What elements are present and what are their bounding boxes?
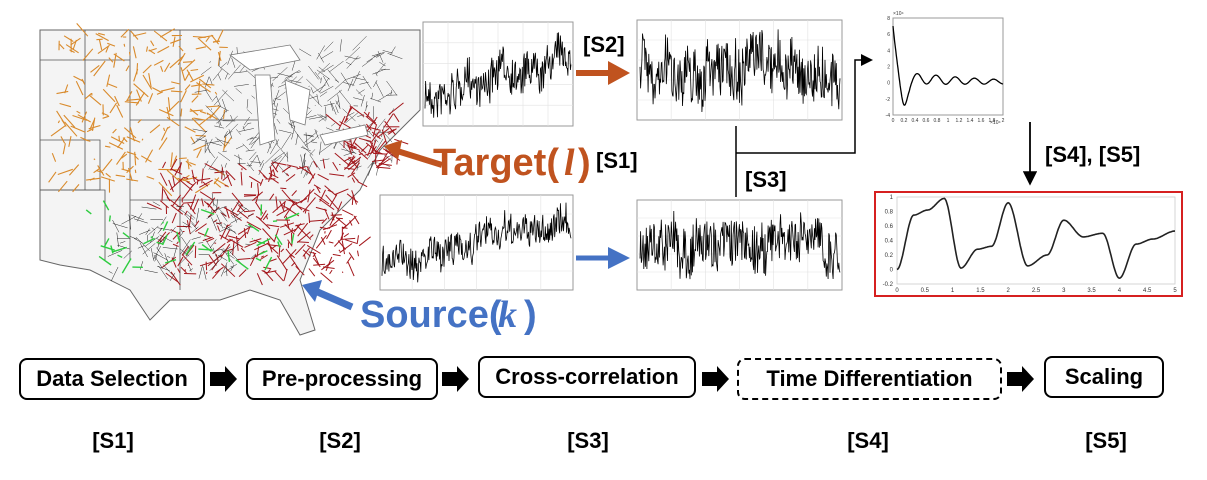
step-tag-s3: [S3] [567, 428, 609, 453]
target-variable: l [564, 142, 575, 184]
scaled-x-tick: 5 [1173, 288, 1177, 294]
preprocessed-source-panel [636, 199, 843, 291]
xcorr-x-tick: 1.2 [956, 118, 963, 124]
source-label: Source( k ) [302, 280, 537, 336]
great-lakes [229, 44, 369, 146]
xcorr-x-exponent: ×10⁴ [990, 120, 1001, 126]
xcorr-y-tick: 6 [887, 32, 890, 38]
xcorr-y-tick: 4 [887, 48, 890, 54]
target-label: Target( l ) [384, 140, 591, 184]
scaled-x-tick: 1.5 [976, 288, 985, 294]
s2-arrow-target [576, 61, 630, 85]
step-tag-s5: [S5] [1085, 428, 1127, 453]
raw-source-signal-panel [379, 194, 574, 291]
target-close: ) [578, 142, 591, 184]
scaled-y-tick: 0.4 [885, 239, 894, 245]
xcorr-x-tick: 2 [1002, 118, 1005, 124]
scaled-x-tick: 1 [951, 288, 955, 294]
source-variable: k [498, 294, 517, 336]
cross-correlation-plot: ×10⁴ ×10⁴ 8 6 4 2 0 -2 -4 0 0.2 0.4 0.6 0.8 1 1.2 1.4… [886, 11, 1005, 126]
scaled-y-tick: -0.2 [883, 282, 894, 288]
scaled-result-plot: 10.80.60.40.20-0.2 0 0.5 1 1.5 2 2.5 3 3.5 4 4.5 5 [874, 191, 1183, 297]
raw-target-signal-panel [422, 21, 574, 127]
scaled-x-tick: 2 [1007, 288, 1011, 294]
step-data-selection: Data Selection [19, 358, 205, 400]
scaled-y-tick: 0.6 [885, 224, 894, 230]
scaled-x-tick: 0 [895, 288, 899, 294]
scaled-y-tick: 0.2 [885, 253, 894, 259]
xcorr-y-tick: 0 [887, 81, 890, 87]
step-cross-correlation: Cross-correlation [478, 356, 696, 398]
s2-arrow-source [576, 247, 630, 269]
step-arrows [210, 366, 1034, 392]
xcorr-x-tick: 0.6 [923, 118, 930, 124]
source-word: Source( [360, 294, 502, 336]
step-tag-s4: [S4] [847, 428, 889, 453]
scaled-x-tick: 4.5 [1143, 288, 1152, 294]
s45-tag: [S4], [S5] [1045, 142, 1140, 167]
scaled-curve [896, 197, 1175, 280]
step-tag-s1: [S1] [92, 428, 134, 453]
xcorr-x-tick: 1.8 [989, 118, 996, 124]
s3-tag: [S3] [745, 167, 787, 192]
scaled-x-tick: 0.5 [921, 288, 930, 294]
scaled-x-tick: 3 [1062, 288, 1066, 294]
scaled-x-tick: 4 [1118, 288, 1122, 294]
xcorr-x-tick: 0.4 [912, 118, 919, 124]
xcorr-x-tick: 1.4 [967, 118, 974, 124]
xcorr-curve [892, 26, 1004, 106]
xcorr-y-exponent: ×10⁴ [893, 11, 904, 17]
raw-target-trace [424, 32, 572, 118]
raw-source-trace [381, 202, 572, 283]
step-pre-processing: Pre-processing [246, 358, 438, 400]
xcorr-y-tick: 2 [887, 65, 890, 71]
scaled-x-tick: 3.5 [1087, 288, 1096, 294]
preprocessed-source-trace [639, 210, 841, 280]
scaled-x-tick: 2.5 [1032, 288, 1041, 294]
step-scaling: Scaling [1044, 356, 1164, 398]
xcorr-x-tick: 0.8 [934, 118, 941, 124]
s1-tag: [S1] [596, 148, 638, 173]
xcorr-x-tick: 1 [947, 118, 950, 124]
step-time-differentiation: Time Differentiation [737, 358, 1002, 400]
xcorr-x-tick: 0.2 [901, 118, 908, 124]
transmission-lines [48, 23, 409, 287]
s3-connector [735, 54, 873, 197]
xcorr-x-tick: 1.6 [978, 118, 985, 124]
s2-tag: [S2] [583, 32, 625, 57]
xcorr-x-ticks: 0 0.2 0.4 0.6 0.8 1 1.2 1.4 1.6 1.8 2 [892, 118, 1005, 124]
xcorr-y-tick: 8 [887, 16, 890, 22]
xcorr-y-tick: -2 [886, 97, 891, 103]
preprocessed-target-panel [636, 19, 843, 121]
xcorr-y-tick: -4 [886, 113, 891, 119]
scaled-y-tick: 0.8 [885, 210, 894, 216]
xcorr-y-ticks: 8 6 4 2 0 -2 -4 [886, 16, 891, 119]
preprocessed-target-trace [639, 29, 841, 113]
xcorr-x-tick: 0 [892, 118, 895, 124]
target-word: Target( [433, 142, 559, 184]
source-close: ) [524, 294, 537, 336]
scaled-y-ticks: 1 0.8 0.6 0.4 0.2 0 -0.2 [883, 195, 894, 288]
scaled-y-tick: 1 [890, 195, 894, 201]
step-tag-s2: [S2] [319, 428, 361, 453]
scaled-y-tick: 0 [890, 268, 894, 274]
power-grid-map [39, 23, 421, 336]
scaled-x-ticks: 0 0.5 1 1.5 2 2.5 3 3.5 4 4.5 5 [895, 288, 1177, 294]
